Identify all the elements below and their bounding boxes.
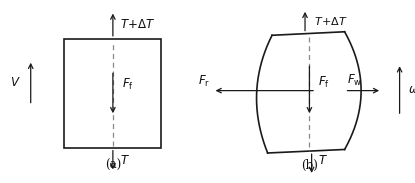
Text: $\omega$: $\omega$ [408,83,415,96]
Text: $T$: $T$ [318,154,328,167]
Text: $T\!+\!\Delta T$: $T\!+\!\Delta T$ [314,15,348,27]
Text: $F_{\rm f}$: $F_{\rm f}$ [122,77,134,92]
Text: $F_{\rm w}$: $F_{\rm w}$ [347,72,362,88]
Text: (a): (a) [105,159,121,172]
Text: $T$: $T$ [120,154,130,167]
Text: $V$: $V$ [10,76,21,89]
Text: $T\!+\!\Delta T$: $T\!+\!\Delta T$ [120,18,156,31]
Bar [64,39,161,148]
Text: $F_{\rm r}$: $F_{\rm r}$ [198,74,210,89]
Text: $F_{\rm f}$: $F_{\rm f}$ [318,75,330,90]
Text: (b): (b) [301,159,318,172]
